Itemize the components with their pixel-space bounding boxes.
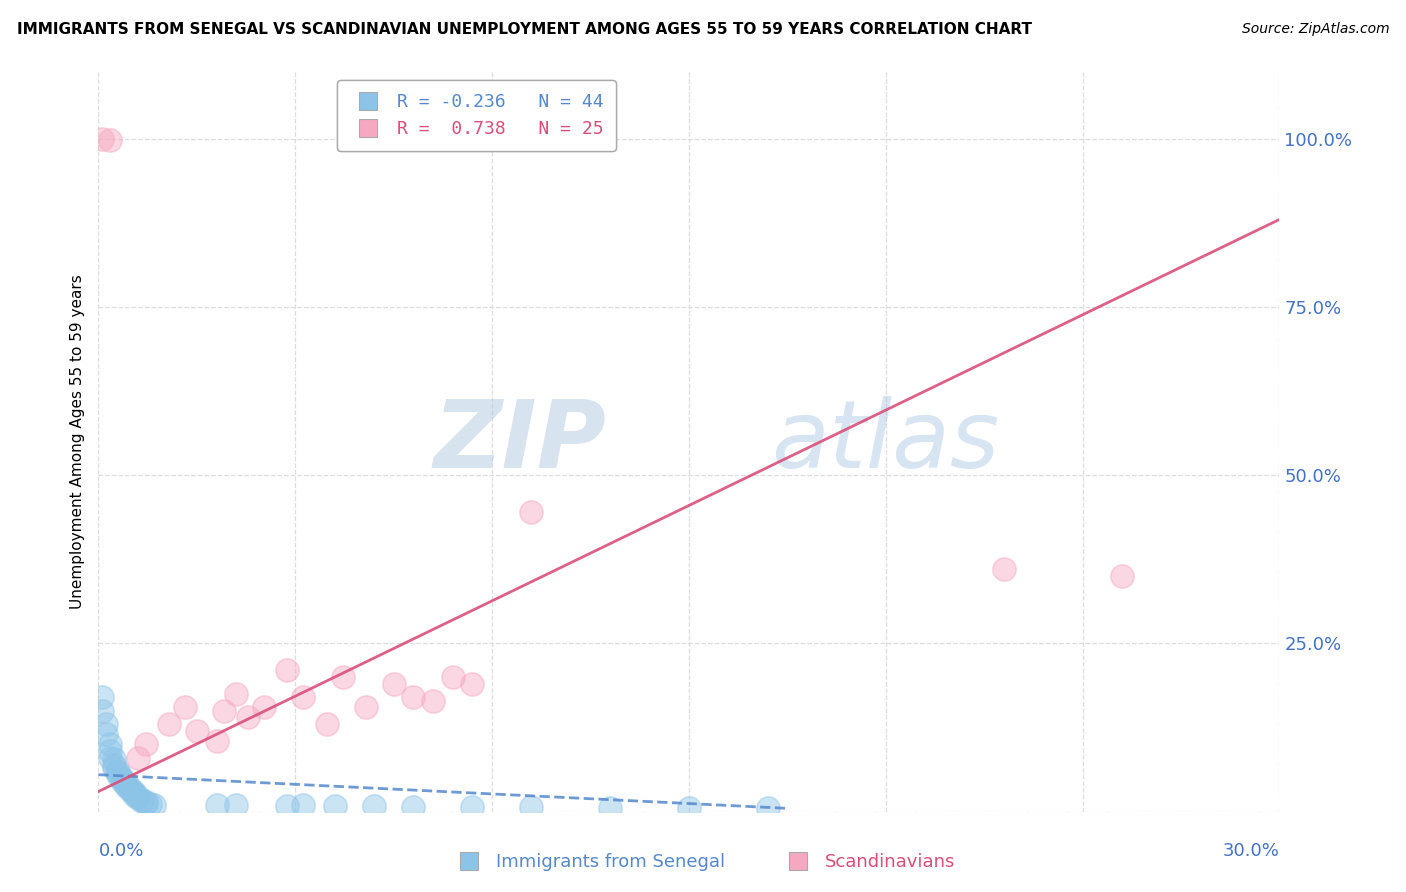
Point — [135, 796, 157, 810]
Point — [98, 133, 121, 147]
Point — [103, 757, 125, 772]
Point — [993, 562, 1015, 576]
Point — [111, 774, 134, 789]
Point — [111, 771, 134, 785]
Point — [107, 765, 129, 780]
Point — [315, 717, 337, 731]
Point — [107, 767, 129, 781]
Point — [135, 738, 157, 752]
Point — [205, 797, 228, 812]
Point — [115, 779, 138, 793]
Point — [225, 687, 247, 701]
Text: IMMIGRANTS FROM SENEGAL VS SCANDINAVIAN UNEMPLOYMENT AMONG AGES 55 TO 59 YEARS C: IMMIGRANTS FROM SENEGAL VS SCANDINAVIAN … — [17, 22, 1032, 37]
Point — [131, 794, 153, 808]
Point — [111, 772, 134, 787]
Point — [402, 800, 425, 814]
Point — [205, 734, 228, 748]
Text: 30.0%: 30.0% — [1223, 842, 1279, 860]
Point — [461, 677, 484, 691]
Text: 0.0%: 0.0% — [98, 842, 143, 860]
Point — [107, 764, 129, 779]
Point — [323, 799, 346, 814]
Point — [678, 800, 700, 814]
Point — [115, 776, 138, 790]
Point — [91, 131, 114, 145]
Point — [253, 700, 276, 714]
Point — [98, 751, 121, 765]
Point — [276, 664, 298, 678]
Point — [186, 723, 208, 738]
Point — [98, 738, 121, 752]
Point — [127, 751, 149, 765]
Point — [127, 791, 149, 805]
Point — [402, 690, 425, 705]
Point — [292, 797, 315, 812]
Point — [115, 778, 138, 792]
Point — [214, 704, 236, 718]
Point — [138, 797, 160, 811]
Point — [122, 788, 145, 802]
Legend: R = -0.236   N = 44, R =  0.738   N = 25: R = -0.236 N = 44, R = 0.738 N = 25 — [337, 80, 616, 151]
Point — [520, 800, 543, 814]
Point — [756, 800, 779, 814]
Point — [236, 710, 259, 724]
Point — [174, 700, 197, 714]
Point — [142, 797, 165, 812]
Text: atlas: atlas — [772, 396, 1000, 487]
Point — [103, 752, 125, 766]
Point — [103, 761, 125, 775]
Point — [292, 690, 315, 705]
Point — [441, 670, 464, 684]
Text: Source: ZipAtlas.com: Source: ZipAtlas.com — [1241, 22, 1389, 37]
Point — [225, 797, 247, 812]
Point — [127, 789, 149, 804]
Point — [131, 792, 153, 806]
Point — [520, 505, 543, 519]
Point — [157, 717, 180, 731]
Text: ZIP: ZIP — [433, 395, 606, 488]
Point — [363, 799, 385, 814]
Point — [354, 700, 377, 714]
Point — [422, 694, 444, 708]
Point — [382, 677, 405, 691]
Point — [276, 799, 298, 814]
Point — [96, 727, 118, 741]
Point — [1111, 569, 1133, 583]
Point — [91, 690, 114, 705]
Y-axis label: Unemployment Among Ages 55 to 59 years: Unemployment Among Ages 55 to 59 years — [69, 274, 84, 609]
Point — [135, 795, 157, 809]
Point — [599, 800, 621, 814]
Point — [122, 784, 145, 798]
Point — [96, 717, 118, 731]
Point — [332, 670, 354, 684]
Point — [461, 800, 484, 814]
Point — [118, 783, 141, 797]
Point — [98, 744, 121, 758]
Point — [91, 704, 114, 718]
Point — [118, 781, 141, 796]
Legend: Immigrants from Senegal, Scandinavians: Immigrants from Senegal, Scandinavians — [444, 847, 962, 879]
Point — [122, 786, 145, 800]
